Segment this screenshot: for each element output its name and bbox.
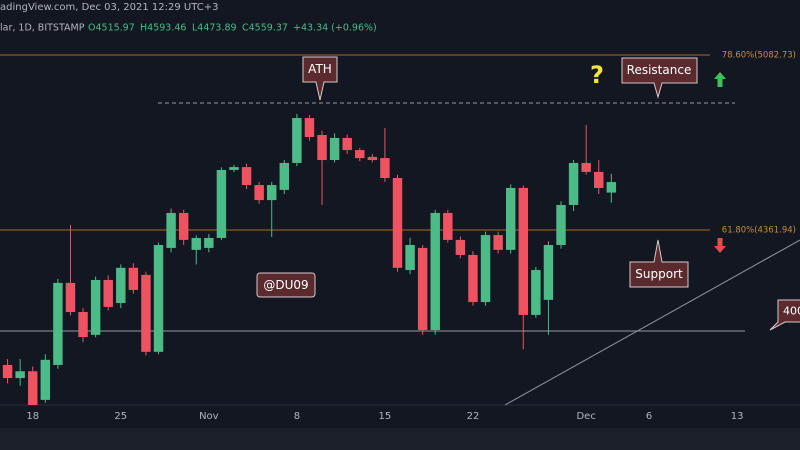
candle-body [153,245,164,352]
candle-body [568,162,579,205]
candle-body [304,118,315,137]
x-tick-label: 13 [731,411,744,422]
candle-body [267,185,277,201]
plot: 78.60%(5082.73) 61.80%(4361.94) [0,50,796,405]
candle-body [355,150,365,159]
callout-text: ATH [308,62,332,76]
candle-body [518,187,528,315]
candle-body [78,312,88,338]
candle-body [216,169,227,238]
callout-text: 400 [783,305,800,318]
x-tick-label: 8 [294,411,300,422]
candle-body [241,167,252,186]
resistance-callout: Resistance [621,57,698,99]
x-tick-label: 22 [467,411,480,422]
candle-body [141,274,151,352]
ath-callout: ATH [302,56,338,101]
support-callout: Support [629,239,689,288]
candle-body [2,364,13,379]
candle-body [53,282,63,365]
candle-body [178,212,189,240]
trend-line [504,239,800,406]
candle-body [505,187,516,250]
callout-text: Resistance [627,63,692,77]
candle-body [229,167,239,170]
header-source: adingView.com, Dec 03, 2021 12:29 UTC+3 [0,2,218,13]
callout-box [256,272,316,298]
candle-body [90,279,101,335]
x-tick-label: 15 [379,411,392,422]
candle-body [128,267,139,290]
candle-body [342,137,352,151]
candle-body [15,371,25,379]
header-low: L4473.89 [192,23,237,34]
candle-body [317,135,327,161]
candle-body [417,247,428,330]
candle-body [380,158,390,178]
candle-body [292,118,302,163]
candle-body [543,245,554,300]
header-high: H4593.46 [140,23,186,34]
header-open: O4515.97 [88,23,135,34]
candle-body [556,204,566,246]
candle-body [581,162,591,172]
x-tick-label: Dec [576,411,595,422]
candle-body [28,371,38,405]
header-symbol: lar, 1D, BITSTAMP [0,23,85,34]
fib-label: 61.80%(4361.94) [722,225,796,235]
candle-body [392,177,403,268]
price-tag-callout: 400 [769,299,800,331]
candle-body [329,137,340,161]
candle-body [455,239,466,255]
callout-text: Support [635,267,683,281]
candle-body [493,235,503,250]
candle-body [116,267,126,304]
candle-body [254,185,264,201]
candle-body [594,171,604,188]
callout-text: @DU09 [263,278,308,292]
candle-body [405,245,415,271]
header-close: C4559.37 [242,23,288,34]
candle-body [531,270,541,315]
down-arrow [714,238,726,253]
candle-body [166,212,176,248]
up-arrow [714,72,726,87]
candle-body [191,237,201,250]
x-tick-label: 6 [646,411,652,422]
author-callout: @DU09 [256,272,316,298]
candle-body [65,282,76,313]
x-tick-label: 25 [114,411,127,422]
fib-label: 78.60%(5082.73) [722,50,796,60]
candle-body [430,212,440,330]
question-mark: ? [590,61,604,89]
candle-body [443,212,453,240]
footer-band [0,428,800,450]
candle-body [40,359,51,400]
candle-body [480,235,491,303]
x-tick-label: 18 [26,411,39,422]
candle-body [279,162,290,190]
candle-body [103,279,113,307]
header-change: +43.34 (+0.96%) [293,23,377,34]
callout-box [621,57,698,99]
candle-body [606,182,617,193]
candle-body [468,254,478,303]
callout-box [769,299,800,331]
candle-body [204,237,214,248]
x-tick-label: Nov [199,411,219,422]
candle-body [367,156,378,161]
callout-box [629,239,689,288]
callout-box [302,56,338,101]
